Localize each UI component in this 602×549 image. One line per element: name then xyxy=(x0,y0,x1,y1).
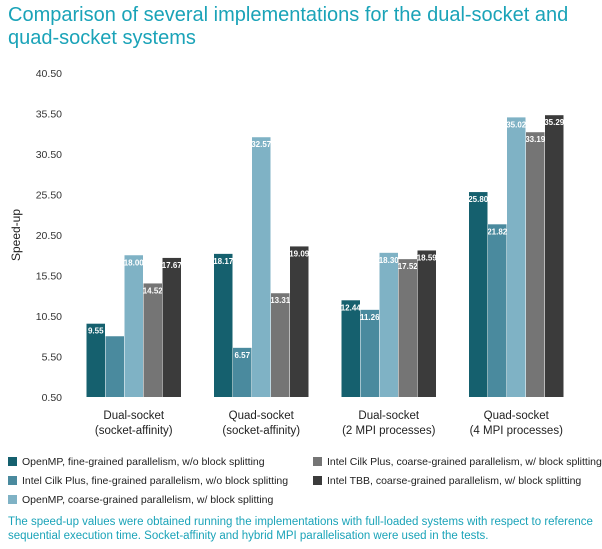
bar xyxy=(341,300,360,397)
bar xyxy=(469,192,488,397)
legend-label: OpenMP, coarse-grained parallelism, w/ b… xyxy=(22,494,274,506)
bar xyxy=(545,115,564,398)
category-label: Dual-socket xyxy=(358,410,420,422)
bar-value-label: 19.09 xyxy=(289,249,310,258)
category-label: (socket-affinity) xyxy=(95,425,173,437)
bar xyxy=(271,293,290,397)
bar-group xyxy=(86,115,564,398)
legend-swatch xyxy=(313,476,322,485)
y-tick-label: 20.50 xyxy=(36,230,62,242)
value-labels: 9.55 18.00 14.52 17.67 18.17 6.57 32.57 13.31 19… xyxy=(88,118,565,360)
category-label: Quad-socket xyxy=(484,410,550,422)
y-tick-label: 5.50 xyxy=(42,352,63,364)
y-tick-label: 30.50 xyxy=(36,149,62,161)
y-tick-label: 0.50 xyxy=(42,392,63,404)
legend-label: Intel Cilk Plus, fine-grained parallelis… xyxy=(22,475,289,487)
bar-value-label: 35.02 xyxy=(506,120,527,129)
legend-label: Intel TBB, coarse-grained parallelism, w… xyxy=(327,475,582,487)
bar xyxy=(86,323,105,397)
bar-value-label: 18.17 xyxy=(213,257,234,266)
legend-label: Intel Cilk Plus, coarse-grained parallel… xyxy=(327,456,602,468)
bar-value-label: 9.55 xyxy=(88,327,104,336)
bar-value-label: 32.57 xyxy=(251,140,272,149)
bar xyxy=(252,137,271,397)
legend-swatch xyxy=(313,457,322,466)
y-tick-label: 25.50 xyxy=(36,190,62,202)
legend-label: OpenMP, fine-grained parallelism, w/o bl… xyxy=(22,456,265,468)
category-label: Quad-socket xyxy=(229,410,295,422)
legend-swatch xyxy=(8,457,17,466)
y-tick-label: 10.50 xyxy=(36,311,62,323)
legend-item: Intel Cilk Plus, fine-grained parallelis… xyxy=(8,475,288,487)
y-axis-label: Speed-up xyxy=(9,209,23,261)
bar-value-label: 33.19 xyxy=(525,135,546,144)
bar xyxy=(233,347,252,397)
y-tick-label: 35.50 xyxy=(36,109,62,121)
bar xyxy=(526,132,545,397)
bar xyxy=(507,117,526,397)
bar xyxy=(398,259,417,397)
bar xyxy=(290,246,309,397)
bar-value-label: 21.82 xyxy=(487,227,508,236)
bar-value-label: 18.59 xyxy=(417,253,438,262)
bar-value-label: 25.80 xyxy=(468,195,489,204)
legend-item: Intel Cilk Plus, coarse-grained parallel… xyxy=(313,456,602,468)
bar-value-label: 11.26 xyxy=(360,313,380,322)
bar xyxy=(143,283,162,397)
bar-value-label: 12.44 xyxy=(341,303,362,312)
y-axis-ticks: 0.50 5.50 10.50 15.50 20.50 25.50 30.50 35.50 40… xyxy=(36,68,62,404)
y-tick-label: 15.50 xyxy=(36,271,62,283)
category-label: Dual-socket xyxy=(103,410,165,422)
y-tick-label: 40.50 xyxy=(36,68,62,80)
bar xyxy=(417,250,436,397)
chart-title: Comparison of several implementations fo… xyxy=(8,4,569,49)
category-label: (socket-affinity) xyxy=(222,425,300,437)
bar xyxy=(105,336,124,397)
bar-value-label: 6.57 xyxy=(234,351,250,360)
footnote: The speed-up values were obtained runnin… xyxy=(8,516,593,542)
legend-item: OpenMP, fine-grained parallelism, w/o bl… xyxy=(8,456,265,468)
legend-item: Intel TBB, coarse-grained parallelism, w… xyxy=(313,475,581,487)
bar xyxy=(214,253,233,397)
bar xyxy=(488,224,507,397)
bar-value-label: 17.67 xyxy=(162,261,183,270)
bar-value-label: 18.30 xyxy=(379,256,400,265)
bar xyxy=(162,257,181,397)
category-label: (4 MPI processes) xyxy=(470,425,563,437)
legend-swatch xyxy=(8,495,17,504)
bar xyxy=(379,252,398,397)
bar-value-label: 18.00 xyxy=(124,258,145,267)
bar-chart: 0.50 5.50 10.50 15.50 20.50 25.50 30.50 35.50 40… xyxy=(9,68,565,437)
category-label: (2 MPI processes) xyxy=(342,425,435,437)
bar xyxy=(360,309,379,397)
category-labels: Dual-socket (socket-affinity) Quad-socket (… xyxy=(95,410,563,437)
legend-swatch xyxy=(8,476,17,485)
bar-value-label: 13.31 xyxy=(270,296,291,305)
bar-value-label: 14.52 xyxy=(143,286,164,295)
legend: OpenMP, fine-grained parallelism, w/o bl… xyxy=(8,456,602,512)
bar-value-label: 35.29 xyxy=(544,118,565,127)
legend-item: OpenMP, coarse-grained parallelism, w/ b… xyxy=(8,494,273,506)
bar-value-label: 17.52 xyxy=(398,262,419,271)
bar xyxy=(124,255,143,397)
